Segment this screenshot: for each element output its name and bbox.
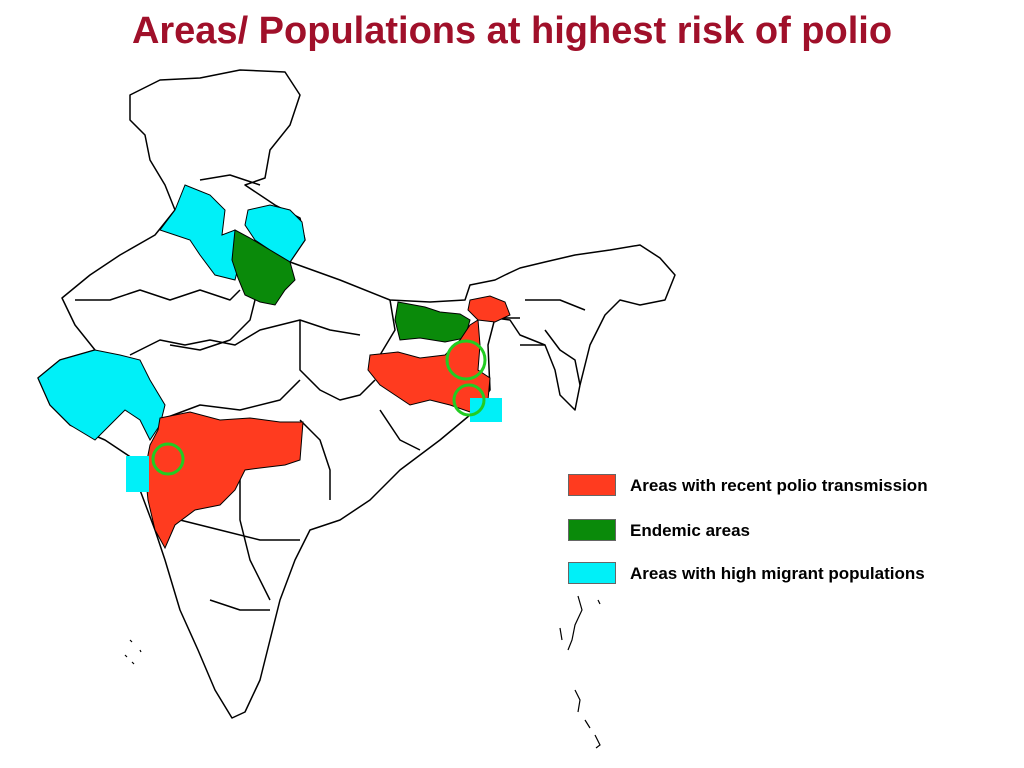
page-title: Areas/ Populations at highest risk of po…	[131, 10, 893, 52]
legend-label-high-migrant: Areas with high migrant populations	[630, 564, 925, 583]
legend-swatch-recent-transmission	[568, 474, 616, 496]
gujarat-region	[37, 349, 166, 441]
highlight-ring-upper	[445, 339, 487, 381]
mumbai-migrant-marker	[126, 456, 149, 492]
legend-swatch-endemic	[568, 519, 616, 541]
legend-label-endemic: Endemic areas	[630, 521, 751, 540]
legend-swatch-high-migrant	[568, 562, 616, 584]
legend-item-high-migrant: Areas with high migrant populations	[568, 562, 998, 586]
highlight-ring-lower	[452, 383, 486, 417]
legend-item-recent-transmission: Areas with recent polio transmission	[568, 474, 998, 498]
kolkata-migrant-marker	[470, 398, 502, 422]
andaman-islands	[559, 595, 601, 749]
uttarakhand-region	[244, 204, 306, 263]
western-up-region	[231, 229, 296, 306]
lakshadweep-islands	[124, 639, 142, 665]
highlight-ring-mumbai	[151, 442, 185, 476]
punjab-haryana-region	[159, 184, 241, 281]
legend-item-endemic: Endemic areas	[568, 519, 998, 543]
state-boundaries	[75, 174, 586, 611]
sikkim-region	[467, 295, 511, 323]
legend-label-recent-transmission: Areas with recent polio transmission	[630, 476, 928, 495]
